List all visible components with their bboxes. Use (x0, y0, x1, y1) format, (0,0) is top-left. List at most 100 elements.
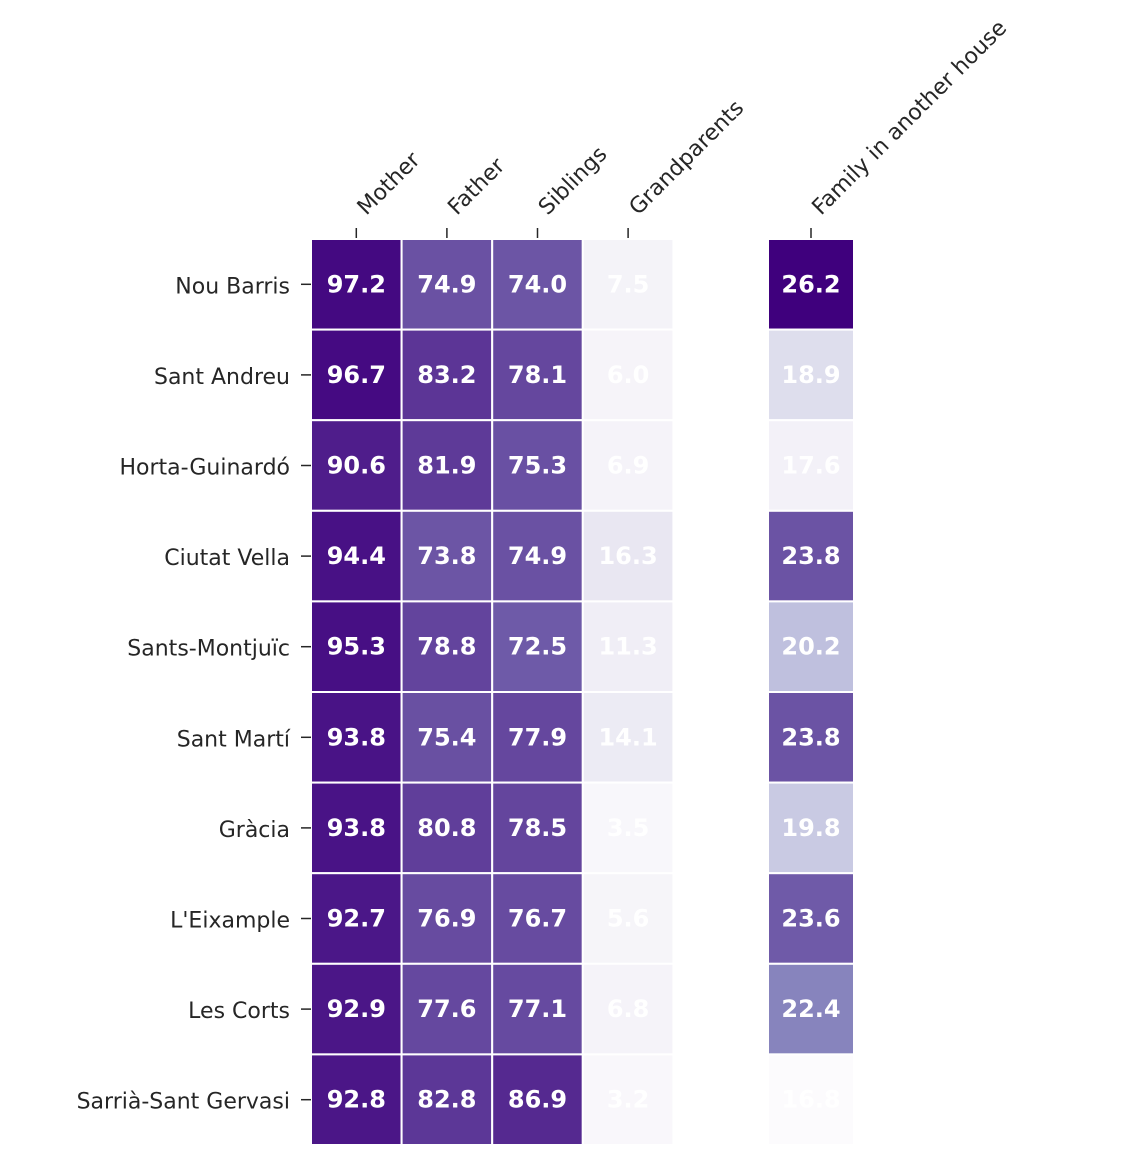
main-heatmap-value-label: 81.9 (417, 452, 476, 480)
main-heatmap-value-label: 16.3 (598, 542, 657, 570)
family-heatmap-value-label: 22.4 (781, 995, 840, 1023)
main-heatmap-value-label: 77.1 (508, 995, 567, 1023)
main-heatmap-cell (581, 600, 675, 694)
main-heatmap-cell (491, 1053, 584, 1147)
main-heatmap-value-label: 95.3 (327, 633, 386, 661)
main-heatmap-value-label: 92.8 (327, 1086, 386, 1114)
main-heatmap-value-label: 74.0 (508, 270, 567, 298)
main-heatmap-value-label: 78.1 (508, 361, 567, 389)
main-heatmap-cell (400, 509, 494, 603)
main-heatmap-value-label: 83.2 (417, 361, 476, 389)
family-heatmap-value-label: 26.2 (781, 270, 840, 298)
main-heatmap-cell (310, 872, 403, 965)
family-heatmap-cell (767, 962, 855, 1056)
family-heatmap-cell (767, 872, 855, 965)
main-heatmap-value-label: 72.5 (508, 633, 567, 661)
main-heatmap-cell (491, 872, 584, 965)
family-heatmap-cell (767, 238, 855, 331)
row-label: Ciutat Vella (164, 546, 290, 571)
main-heatmap-cell (400, 328, 494, 422)
family-heatmap-cell (767, 419, 855, 512)
main-heatmap-value-label: 93.8 (327, 723, 386, 751)
column-label: Father (443, 153, 510, 220)
main-heatmap-value-label: 5.6 (607, 905, 650, 933)
family-heatmap: 26.2 18.9 17.6 23.8 20.2 23.8 19.8 23.6 22.4 16.8… (767, 16, 1013, 1147)
main-heatmap-cell (581, 419, 675, 512)
main-heatmap-value-label: 74.9 (508, 542, 567, 570)
main-heatmap-cell (400, 238, 494, 331)
main-heatmap-value-label: 6.9 (607, 452, 650, 480)
family-heatmap-value-label: 16.8 (781, 1086, 840, 1114)
main-heatmap-value-label: 93.8 (327, 814, 386, 842)
main-heatmap-cell (310, 238, 403, 331)
family-heatmap-value-label: 23.6 (781, 905, 840, 933)
main-heatmap-value-label: 6.8 (607, 995, 650, 1023)
main-heatmap-cell (581, 962, 675, 1056)
main-heatmap-value-label: 94.4 (327, 542, 386, 570)
main-heatmap-value-label: 11.3 (598, 633, 657, 661)
column-label: Siblings (534, 142, 612, 220)
main-heatmap-value-label: 90.6 (327, 452, 386, 480)
family-heatmap-value-label: 19.8 (781, 814, 840, 842)
family-heatmap-value-label: 23.8 (781, 723, 840, 751)
main-heatmap-value-label: 3.5 (607, 814, 650, 842)
main-heatmap-cell (491, 691, 584, 784)
main-heatmap-value-label: 78.5 (508, 814, 567, 842)
family-heatmap-value-label: 17.6 (781, 452, 840, 480)
main-heatmap-cell (581, 328, 675, 422)
main-heatmap-cell (491, 781, 584, 875)
family-heatmap-value-label: 18.9 (781, 361, 840, 389)
main-heatmap-value-label: 86.9 (508, 1086, 567, 1114)
main-heatmap-value-label: 6.0 (607, 361, 650, 389)
row-label: Sants-Montjuïc (127, 637, 290, 662)
main-heatmap-cell (491, 600, 584, 694)
family-heatmap-cell (767, 1053, 855, 1147)
main-heatmap-value-label: 76.7 (508, 905, 567, 933)
main-heatmap-value-label: 75.3 (508, 452, 567, 480)
main-heatmap-value-label: 97.2 (327, 270, 386, 298)
column-label: Grandparents (625, 96, 749, 220)
row-label: Horta-Guinardó (119, 456, 290, 481)
main-heatmap-cell (400, 419, 494, 512)
main-heatmap-value-label: 77.9 (508, 723, 567, 751)
column-label: Family in another house (808, 16, 1013, 221)
main-heatmap-value-label: 80.8 (417, 814, 476, 842)
main-heatmap-value-label: 92.7 (327, 905, 386, 933)
main-heatmap-value-label: 77.6 (417, 995, 476, 1023)
main-heatmap-cell (400, 600, 494, 694)
main-heatmap-value-label: 82.8 (417, 1086, 476, 1114)
row-label: Sant Martí (177, 727, 291, 752)
main-heatmap-value-label: 3.2 (607, 1086, 650, 1114)
main-heatmap: 97.2 74.9 74.0 7.5 96.7 83.2 78.1 6.0 90.6 81.9 75… (77, 96, 749, 1147)
main-heatmap-value-label: 78.8 (417, 633, 476, 661)
row-label: Sant Andreu (154, 365, 290, 390)
main-heatmap-value-label: 7.5 (607, 270, 650, 298)
main-heatmap-value-label: 75.4 (417, 723, 476, 751)
main-heatmap-value-label: 92.9 (327, 995, 386, 1023)
main-heatmap-value-label: 73.8 (417, 542, 476, 570)
family-heatmap-value-label: 20.2 (781, 633, 840, 661)
main-heatmap-value-label: 74.9 (417, 270, 476, 298)
family-heatmap-cell (767, 781, 855, 875)
main-heatmap-cell (581, 691, 675, 784)
main-heatmap-cell (581, 509, 675, 603)
main-heatmap-value-label: 14.1 (598, 723, 657, 751)
row-label: Sarrià-Sant Gervasi (77, 1090, 290, 1115)
column-label: Mother (353, 147, 426, 220)
main-heatmap-cell (400, 1053, 494, 1147)
row-label: Les Corts (188, 999, 290, 1024)
row-label: Gràcia (219, 818, 290, 843)
row-label: Nou Barris (175, 274, 290, 299)
main-heatmap-cell (400, 691, 494, 784)
row-label: L'Eixample (170, 909, 290, 934)
family-heatmap-cell (767, 600, 855, 694)
main-heatmap-cell (581, 238, 675, 331)
main-heatmap-cell (581, 1053, 675, 1147)
main-heatmap-value-label: 76.9 (417, 905, 476, 933)
main-heatmap-cell (310, 1053, 403, 1147)
main-heatmap-cell (581, 781, 675, 875)
main-heatmap-value-label: 96.7 (327, 361, 386, 389)
main-heatmap-cell (310, 691, 403, 784)
family-heatmap-value-label: 23.8 (781, 542, 840, 570)
